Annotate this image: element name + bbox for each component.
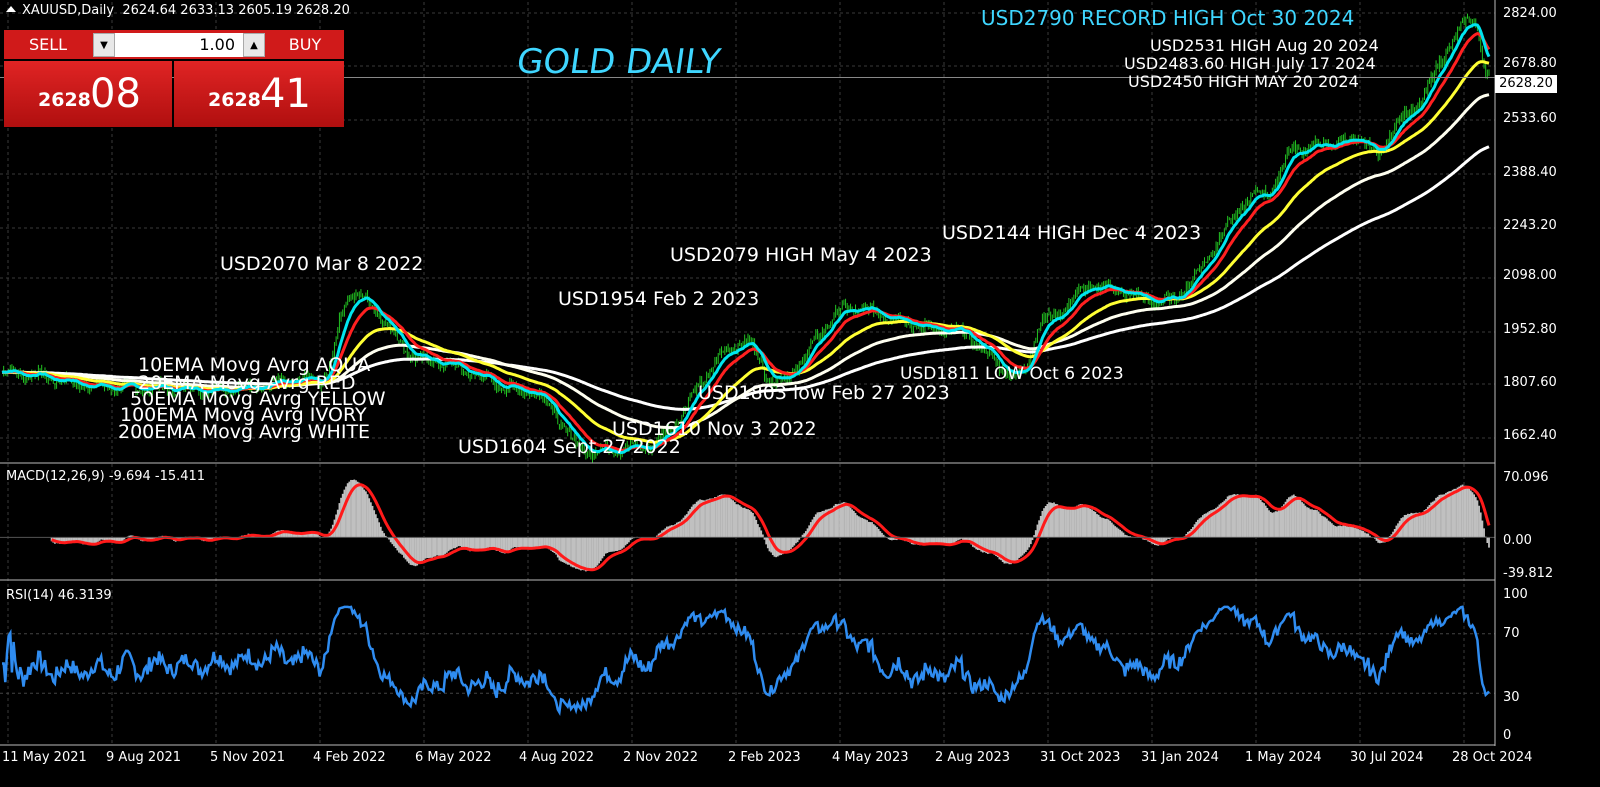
rsi-tick: 30: [1503, 690, 1520, 705]
symbol-name: XAUUSD,Daily: [22, 3, 115, 18]
annotation-dec4: USD2144 HIGH Dec 4 2023: [942, 222, 1202, 244]
sell-price-prefix: 2628: [38, 89, 91, 111]
annotation-feb2: USD1954 Feb 2 2023: [558, 288, 760, 310]
annotation-aug20: USD2531 HIGH Aug 20 2024: [1150, 36, 1379, 55]
price-tick: 2243.20: [1503, 218, 1557, 233]
current-price-box: 2628.20: [1495, 75, 1557, 93]
rsi-tick: 0: [1503, 728, 1512, 743]
macd-tick: 70.096: [1503, 470, 1549, 485]
date-tick: 1 May 2024: [1245, 750, 1322, 765]
legend-ema20: 20EMA Movg Avrg RED: [138, 372, 356, 394]
date-tick: 2 Feb 2023: [728, 750, 801, 765]
date-tick: 28 Oct 2024: [1452, 750, 1533, 765]
rsi-line: [2, 604, 1490, 716]
annotation-record-high: USD2790 RECORD HIGH Oct 30 2024: [981, 6, 1355, 30]
macd-signal-line: [51, 483, 1491, 572]
price-tick: 1662.40: [1503, 428, 1557, 443]
collapse-triangle-icon[interactable]: [6, 6, 16, 12]
rsi-panel: [0, 604, 1495, 716]
macd-tick: -39.812: [1503, 566, 1554, 581]
date-tick: 4 May 2023: [832, 750, 909, 765]
price-tick: 2098.00: [1503, 268, 1557, 283]
ema-lines: [0, 23, 1495, 455]
price-tick: 2533.60: [1503, 111, 1557, 126]
date-tick: 2 Aug 2023: [935, 750, 1011, 765]
price-tick: 2388.40: [1503, 165, 1557, 180]
date-tick: 4 Feb 2022: [313, 750, 386, 765]
close-value: 2628.20: [296, 3, 350, 18]
legend-ema100: 100EMA Movg Avrg IVORY: [120, 404, 367, 426]
ema10-line: [1, 23, 1491, 455]
price-tick: 2678.80: [1503, 56, 1557, 71]
annotation-jul17: USD2483.60 HIGH July 17 2024: [1124, 54, 1376, 73]
annotation-may4: USD2079 HIGH May 4 2023: [670, 244, 932, 266]
buy-button[interactable]: BUY: [288, 35, 322, 54]
date-tick: 4 Aug 2022: [519, 750, 595, 765]
macd-label: MACD(12,26,9) -9.694 -15.411: [6, 469, 206, 484]
lot-size-stepper[interactable]: ▼ ▲: [93, 33, 265, 57]
date-tick: 31 Oct 2023: [1040, 750, 1121, 765]
high-value: 2633.13: [180, 3, 235, 18]
price-tick: 1807.60: [1503, 375, 1557, 390]
macd-tick: 0.00: [1503, 533, 1532, 548]
annotation-mar8: USD2070 Mar 8 2022: [220, 253, 424, 275]
rsi-tick: 70: [1503, 626, 1520, 641]
date-tick: 30 Jul 2024: [1350, 750, 1424, 765]
chart-title: GOLD DAILY: [514, 42, 723, 82]
panel-frames: [0, 0, 1496, 746]
date-tick: 9 Aug 2021: [106, 750, 182, 765]
lot-size-input[interactable]: [117, 35, 235, 53]
date-tick: 5 Nov 2021: [210, 750, 285, 765]
date-tick: 11 May 2021: [2, 750, 87, 765]
annotation-feb27: USD1803 low Feb 27 2023: [698, 382, 950, 404]
one-click-trade-panel: SELL ▼ ▲ BUY 2628 08 2628 41: [4, 30, 344, 127]
legend-ema200: 200EMA Movg Avrg WHITE: [118, 421, 371, 443]
symbol-bar: XAUUSD,Daily 2624.64 2633.13 2605.19 262…: [6, 3, 350, 18]
date-tick: 6 May 2022: [415, 750, 492, 765]
ema200-line: [2, 145, 1490, 411]
buy-price-button[interactable]: 2628 41: [174, 61, 344, 127]
price-tick: 2824.00: [1503, 6, 1557, 21]
sell-button[interactable]: SELL: [28, 35, 68, 54]
lot-decrease-icon[interactable]: ▼: [93, 33, 115, 57]
annotation-may20: USD2450 HIGH MAY 20 2024: [1128, 72, 1359, 91]
date-tick: 31 Jan 2024: [1141, 750, 1219, 765]
low-value: 2605.19: [238, 3, 292, 18]
annotation-oct6: USD1811 LOW Oct 6 2023: [900, 364, 1124, 384]
price-tick: 1952.80: [1503, 322, 1557, 337]
date-tick: 2 Nov 2022: [623, 750, 698, 765]
lot-increase-icon[interactable]: ▲: [243, 33, 265, 57]
sell-price-pips: 08: [90, 71, 141, 117]
legend-ema50: 50EMA Movg Avrg YELLOW: [130, 388, 386, 410]
rsi-tick: 100: [1503, 587, 1528, 602]
buy-price-pips: 41: [260, 71, 311, 117]
annotation-sep27: USD1604 Sept 27 2022: [458, 436, 681, 458]
sell-price-button[interactable]: 2628 08: [4, 61, 172, 127]
rsi-label: RSI(14) 46.3139: [6, 588, 112, 603]
legend-ema10: 10EMA Movg Avrg AQUA: [138, 354, 371, 376]
annotation-nov3: USD1610 Nov 3 2022: [612, 418, 817, 440]
open-value: 2624.64: [122, 3, 177, 18]
macd-panel: [0, 479, 1495, 572]
buy-price-prefix: 2628: [208, 89, 261, 111]
